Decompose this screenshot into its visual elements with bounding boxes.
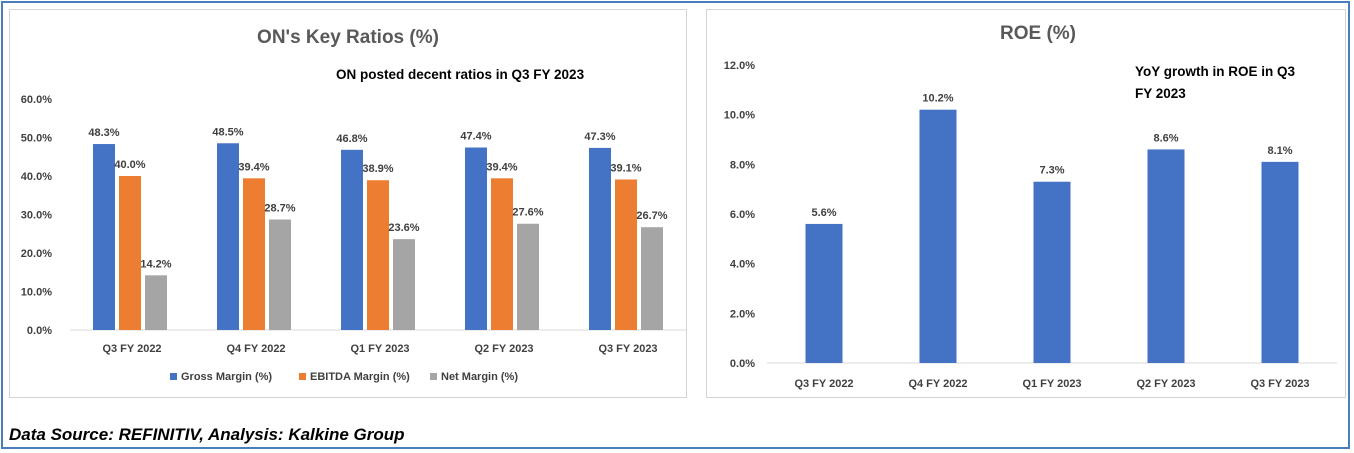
data-source-note: Data Source: REFINITIV, Analysis: Kalkin… — [9, 425, 405, 444]
x-tick-label: Q1 FY 2023 — [1022, 378, 1081, 390]
data-label: 27.6% — [512, 207, 543, 219]
bar-ebitda-margin-q4-fy-2022 — [243, 178, 265, 330]
data-label: 5.6% — [811, 207, 836, 219]
bar-net-margin-q4-fy-2022 — [269, 219, 291, 330]
data-label: 28.7% — [264, 203, 295, 215]
data-label: 38.9% — [362, 163, 393, 175]
y-tick-label: 10.0% — [21, 287, 52, 299]
chart-annotation-line-1: YoY growth in ROE in Q3 — [1135, 64, 1296, 79]
data-label: 39.1% — [610, 162, 641, 174]
data-label: 8.1% — [1267, 145, 1292, 157]
bar-gross-margin-q3-fy-2022 — [93, 144, 115, 330]
x-tick-label: Q3 FY 2022 — [102, 343, 161, 355]
bar-ebitda-margin-q3-fy-2022 — [119, 176, 141, 330]
chart-title: ON's Key Ratios (%) — [257, 27, 439, 48]
y-tick-label: 50.0% — [21, 133, 52, 145]
bar-roe-q4-fy-2022 — [919, 109, 957, 363]
x-tick-label: Q3 FY 2023 — [598, 343, 657, 355]
y-tick-label: 2.0% — [730, 308, 755, 320]
legend-label-ebitda-margin: EBITDA Margin (%) — [310, 371, 410, 383]
data-label: 7.3% — [1039, 165, 1064, 177]
x-tick-label: Q4 FY 2022 — [908, 378, 967, 390]
data-label: 47.4% — [460, 131, 491, 143]
y-tick-label: 40.0% — [21, 171, 52, 183]
data-label: 8.6% — [1153, 132, 1178, 144]
plot-area: 0.0% 2.0% 4.0% 6.0% 8.0% 10.0% 12.0% Q3 FY 2022… — [724, 60, 1337, 390]
roe-chart: ROE (%) YoY growth in ROE in Q3 FY 2023 … — [724, 23, 1337, 390]
legend-swatch-ebitda-margin — [299, 373, 306, 380]
data-label: 23.6% — [388, 222, 419, 234]
data-label: 48.5% — [212, 126, 243, 138]
bar-gross-margin-q3-fy-2023 — [589, 147, 611, 330]
chart-annotation-line-2: FY 2023 — [1135, 86, 1186, 101]
legend-swatch-gross-margin — [170, 373, 177, 380]
bar-ebitda-margin-q1-fy-2023 — [367, 180, 389, 330]
data-label: 14.2% — [140, 258, 171, 270]
y-tick-label: 30.0% — [21, 210, 52, 222]
data-label: 39.4% — [238, 161, 269, 173]
legend-label-net-margin: Net Margin (%) — [441, 371, 518, 383]
bar-ebitda-margin-q3-fy-2023 — [615, 179, 637, 330]
legend-swatch-net-margin — [430, 373, 437, 380]
data-label: 46.8% — [336, 133, 367, 145]
data-label: 40.0% — [114, 159, 145, 171]
legend: Gross Margin (%) EBITDA Margin (%) Net Mar… — [170, 371, 518, 383]
legend-label-gross-margin: Gross Margin (%) — [181, 371, 272, 383]
bar-gross-margin-q1-fy-2023 — [341, 149, 363, 330]
bar-ebitda-margin-q2-fy-2023 — [491, 178, 513, 330]
y-tick-label: 10.0% — [724, 110, 755, 122]
bar-roe-q1-fy-2023 — [1033, 181, 1071, 363]
data-label: 39.4% — [486, 161, 517, 173]
data-label: 47.3% — [584, 131, 615, 143]
y-tick-label: 60.0% — [21, 94, 52, 106]
bar-roe-q2-fy-2023 — [1147, 149, 1185, 363]
y-tick-label: 0.0% — [730, 358, 755, 370]
y-tick-label: 20.0% — [21, 248, 52, 260]
bar-net-margin-q3-fy-2022 — [145, 275, 167, 330]
bar-gross-margin-q2-fy-2023 — [465, 147, 487, 330]
x-tick-label: Q2 FY 2023 — [474, 343, 533, 355]
y-tick-label: 8.0% — [730, 159, 755, 171]
x-tick-label: Q3 FY 2022 — [794, 378, 853, 390]
y-tick-label: 0.0% — [27, 325, 52, 337]
x-tick-label: Q2 FY 2023 — [1136, 378, 1195, 390]
data-label: 26.7% — [636, 210, 667, 222]
data-label: 48.3% — [88, 127, 119, 139]
y-tick-label: 12.0% — [724, 60, 755, 72]
plot-area: 0.0% 10.0% 20.0% 30.0% 40.0% 50.0% 60.0% Q3 FY … — [21, 94, 690, 355]
key-ratios-chart-panel: ON's Key Ratios (%) ON posted decent rat… — [9, 9, 690, 398]
y-tick-label: 4.0% — [730, 259, 755, 271]
bar-net-margin-q2-fy-2023 — [517, 223, 539, 330]
chart-annotation: ON posted decent ratios in Q3 FY 2023 — [336, 67, 585, 82]
bar-roe-q3-fy-2023 — [1261, 161, 1299, 363]
roe-chart-panel: ROE (%) YoY growth in ROE in Q3 FY 2023 … — [706, 9, 1346, 398]
x-tick-label: Q1 FY 2023 — [350, 343, 409, 355]
x-tick-label: Q4 FY 2022 — [226, 343, 285, 355]
chart-title: ROE (%) — [1000, 23, 1076, 44]
bar-net-margin-q3-fy-2023 — [641, 227, 663, 330]
bar-roe-q3-fy-2022 — [805, 223, 843, 363]
bar-gross-margin-q4-fy-2022 — [217, 143, 239, 330]
x-tick-label: Q3 FY 2023 — [1250, 378, 1309, 390]
key-ratios-chart: ON's Key Ratios (%) ON posted decent rat… — [21, 27, 690, 383]
bar-net-margin-q1-fy-2023 — [393, 239, 415, 330]
data-label: 10.2% — [922, 93, 953, 105]
y-tick-label: 6.0% — [730, 209, 755, 221]
